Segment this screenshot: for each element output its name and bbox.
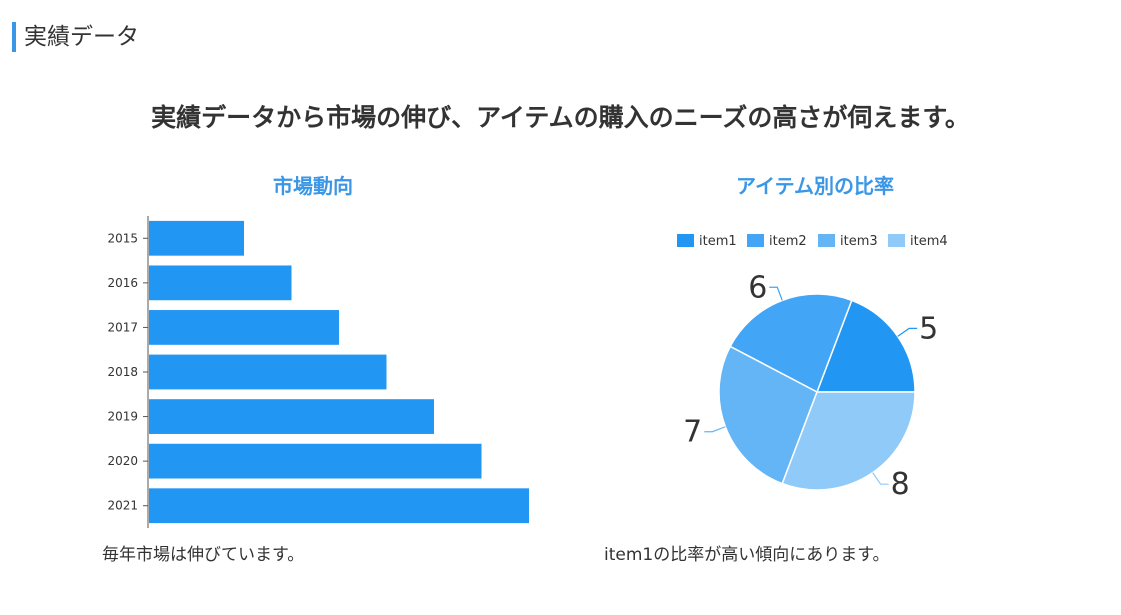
bar-tick-label: 2018 (107, 365, 138, 379)
pie-data-label: 7 (683, 415, 702, 450)
pie-label-leader (769, 286, 783, 301)
headline: 実績データから市場の伸び、アイテムの購入のニーズの高さが伺えます。 (151, 103, 970, 132)
pie-chart-caption: item1の比率が高い傾向にあります。 (604, 545, 890, 565)
section-header: 実績データ (12, 22, 139, 52)
section-title: 実績データ (24, 24, 139, 50)
bar-2017[interactable] (149, 310, 339, 345)
legend-swatch-item2[interactable] (747, 234, 764, 247)
legend-label-item4[interactable]: item4 (910, 234, 948, 249)
pie-slice-item1[interactable] (815, 299, 916, 393)
pie-label-leader (897, 327, 918, 337)
legend-label-item2[interactable]: item2 (769, 234, 807, 249)
bar-tick-label: 2017 (107, 320, 138, 334)
bar-2016[interactable] (149, 265, 292, 301)
pie-chart-title: アイテム別の比率 (736, 174, 894, 198)
legend-swatch-item4[interactable] (888, 234, 905, 247)
bar-2020[interactable] (149, 443, 482, 479)
pie-data-label: 5 (919, 311, 938, 346)
pie-data-label: 8 (891, 467, 910, 502)
bar-2021[interactable] (149, 488, 529, 524)
bar-chart-caption: 毎年市場は伸びています。 (102, 545, 305, 565)
bar-2018[interactable] (149, 354, 387, 390)
bar-tick-label: 2016 (107, 276, 138, 290)
legend-swatch-item1[interactable] (677, 234, 694, 247)
legend-label-item3[interactable]: item3 (840, 234, 878, 249)
pie-label-leader (872, 472, 889, 485)
bar-tick-label: 2020 (107, 454, 138, 468)
pie-slice-item3[interactable] (718, 345, 818, 485)
bar-tick-label: 2015 (107, 231, 138, 245)
pie-slice-item4[interactable] (781, 391, 916, 491)
bar-2019[interactable] (149, 399, 434, 434)
pie-data-label: 6 (748, 270, 767, 305)
legend-swatch-item3[interactable] (818, 234, 835, 247)
legend-label-item1[interactable]: item1 (699, 234, 737, 249)
bar-tick-label: 2019 (107, 410, 138, 424)
pie-chart: 5 6 7 8 (683, 270, 938, 502)
bar-chart-title: 市場動向 (273, 174, 353, 198)
bar-2015[interactable] (149, 220, 244, 256)
pie-legend[interactable]: item1 item2 item3 item4 (677, 234, 948, 249)
bar-chart: 2015 2016 2017 2018 2019 2020 2021 (107, 216, 529, 528)
bar-tick-label: 2021 (107, 499, 138, 513)
pie-label-leader (704, 426, 726, 433)
